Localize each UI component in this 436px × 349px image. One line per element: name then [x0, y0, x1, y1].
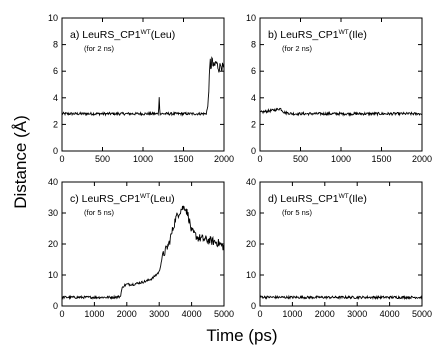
x-tick-label: 0 [59, 154, 64, 164]
y-tick-label: 0 [53, 301, 58, 311]
y-tick-label: 20 [246, 239, 256, 249]
y-tick-label: 6 [53, 66, 58, 76]
series-line [61, 56, 225, 117]
panel-label-suffix: (Ile) [349, 193, 367, 205]
x-tick-label: 1500 [173, 154, 193, 164]
panel-note: (for 2 ns) [84, 44, 115, 53]
panel-label-suffix: (Leu) [150, 193, 175, 205]
x-tick-label: 1500 [371, 154, 391, 164]
y-tick-label: 4 [251, 93, 256, 103]
panel-label-suffix: (Ile) [349, 29, 367, 41]
y-tick-label: 0 [251, 301, 256, 311]
panel-note: (for 5 ns) [282, 208, 313, 217]
y-tick-label: 30 [48, 208, 58, 218]
y-tick-label: 0 [53, 146, 58, 156]
x-tick-label: 3000 [149, 309, 169, 319]
y-tick-label: 8 [251, 40, 256, 50]
series-line [260, 294, 423, 301]
panel-label: d) LeuRS_CP1WT(Ile) [268, 193, 367, 205]
y-tick-label: 8 [53, 40, 58, 50]
x-tick-label: 5000 [214, 309, 234, 319]
y-tick-label: 0 [251, 146, 256, 156]
x-tick-label: 2000 [214, 154, 234, 164]
panel-label-main: a) LeuRS_CP1 [70, 29, 141, 41]
panel-label-sup: WT [339, 193, 349, 200]
y-tick-label: 30 [246, 208, 256, 218]
y-tick-label: 2 [53, 119, 58, 129]
y-tick-label: 40 [48, 177, 58, 187]
x-tick-label: 2000 [117, 309, 137, 319]
y-tick-label: 6 [251, 66, 256, 76]
series-line [259, 107, 423, 117]
x-tick-label: 2000 [315, 309, 335, 319]
y-tick-label: 40 [246, 177, 256, 187]
panel-note: (for 5 ns) [84, 208, 115, 217]
y-tick-label: 10 [246, 13, 256, 23]
panel-d: 0 1000 2000 3000 4000 5000 0 10 20 30 40 d) LeuRS_C… [246, 177, 432, 319]
x-tick-label: 1000 [84, 309, 104, 319]
panel-label: b) LeuRS_CP1WT(Ile) [268, 29, 367, 41]
panel-label-main: d) LeuRS_CP1 [268, 193, 339, 205]
panel-label-suffix: (Leu) [151, 29, 176, 41]
y-tick-label: 10 [246, 270, 256, 280]
panel-label-sup: WT [140, 193, 150, 200]
panel-a: 0 500 1000 1500 2000 0 2 4 6 8 10 a) LeuRS_CP1WT(Le… [48, 13, 234, 164]
x-tick-label: 500 [95, 154, 110, 164]
x-tick-label: 0 [257, 309, 262, 319]
x-tick-label: 0 [59, 309, 64, 319]
x-tick-label: 4000 [380, 309, 400, 319]
x-tick-label: 0 [257, 154, 262, 164]
x-axis-title: Time (ps) [206, 326, 277, 345]
x-tick-label: 1000 [331, 154, 351, 164]
x-tick-label: 500 [293, 154, 308, 164]
x-tick-label: 1000 [282, 309, 302, 319]
panel-label-main: b) LeuRS_CP1 [268, 29, 339, 41]
y-tick-label: 4 [53, 93, 58, 103]
panel-label: c) LeuRS_CP1WT(Leu) [70, 193, 175, 205]
x-tick-label: 3000 [347, 309, 367, 319]
x-tick-label: 1000 [133, 154, 153, 164]
x-tick-label: 4000 [182, 309, 202, 319]
panel-label-sup: WT [339, 29, 349, 36]
y-tick-label: 10 [48, 270, 58, 280]
panel-label-main: c) LeuRS_CP1 [70, 193, 140, 205]
panel-label-sup: WT [141, 29, 151, 36]
y-tick-label: 2 [251, 119, 256, 129]
panel-label: a) LeuRS_CP1WT(Leu) [70, 29, 175, 41]
series-line [61, 205, 225, 301]
panel-c: 0 1000 2000 3000 4000 5000 0 10 20 30 40 c) LeuRS_C… [48, 177, 234, 319]
y-tick-label: 20 [48, 239, 58, 249]
y-tick-label: 10 [48, 13, 58, 23]
panel-note: (for 2 ns) [282, 44, 313, 53]
panel-b: 0 500 1000 1500 2000 0 2 4 6 8 10 b) LeuRS_CP1WT(Il… [246, 13, 432, 164]
x-tick-label: 2000 [412, 154, 432, 164]
y-axis-title: Distance (Å) [11, 115, 30, 209]
x-tick-label: 5000 [412, 309, 432, 319]
